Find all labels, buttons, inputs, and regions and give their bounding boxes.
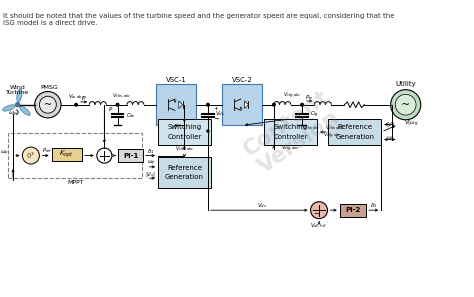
Text: $V_{cfw,abc}$: $V_{cfw,abc}$ — [325, 124, 343, 132]
Circle shape — [395, 94, 416, 115]
Text: $\delta_2$: $\delta_2$ — [370, 201, 377, 210]
Circle shape — [301, 103, 303, 106]
Text: Reference: Reference — [337, 124, 373, 130]
Text: Turbine: Turbine — [6, 90, 29, 95]
Polygon shape — [245, 101, 248, 108]
Text: $V_{cfw,abc}$: $V_{cfw,abc}$ — [302, 124, 321, 132]
Text: −: − — [313, 211, 319, 217]
Text: +: + — [214, 106, 219, 111]
Text: Switching: Switching — [167, 124, 201, 130]
Bar — [158, 157, 211, 188]
Text: $\omega_p$: $\omega_p$ — [147, 159, 156, 168]
Bar — [118, 149, 143, 162]
Circle shape — [273, 103, 275, 106]
Text: ~: ~ — [401, 100, 410, 110]
Bar — [340, 203, 366, 217]
Text: VSC-1: VSC-1 — [165, 77, 186, 83]
Text: $V_{cfg,abc}$: $V_{cfg,abc}$ — [283, 91, 302, 101]
Text: It should be noted that the values of the turbine speed and the generator speed : It should be noted that the values of th… — [3, 13, 394, 19]
Bar — [156, 84, 196, 125]
Text: $\omega_p$: $\omega_p$ — [8, 110, 18, 119]
Text: $|V_s|$: $|V_s|$ — [145, 170, 156, 179]
Text: $V(\omega_g$: $V(\omega_g$ — [404, 119, 419, 129]
Circle shape — [75, 103, 78, 106]
Text: Utility: Utility — [395, 81, 416, 87]
Text: $V_{cfw,abc}$: $V_{cfw,abc}$ — [174, 145, 194, 153]
Bar — [52, 148, 82, 161]
Text: Wind: Wind — [10, 85, 26, 90]
Text: $V_{cfg,abc}$: $V_{cfg,abc}$ — [282, 144, 300, 154]
Text: $C_{fw}$: $C_{fw}$ — [126, 110, 136, 119]
Text: Switching: Switching — [274, 124, 308, 130]
Text: $P$: $P$ — [81, 94, 86, 102]
Text: $()^3$: $()^3$ — [26, 150, 36, 161]
Text: $V_{cfg,abc}$: $V_{cfg,abc}$ — [323, 131, 341, 141]
Circle shape — [39, 96, 56, 113]
Polygon shape — [179, 101, 182, 108]
Bar — [328, 119, 381, 145]
Circle shape — [207, 130, 209, 132]
Circle shape — [310, 202, 328, 219]
Circle shape — [207, 103, 210, 106]
Text: PI-2: PI-2 — [346, 207, 361, 213]
Text: MPPT: MPPT — [67, 180, 83, 185]
Text: Content
Version: Content Version — [239, 87, 346, 179]
Text: $V_{cfw,abc}$: $V_{cfw,abc}$ — [111, 92, 131, 100]
Bar — [222, 84, 262, 125]
Text: $C_{fg}$: $C_{fg}$ — [310, 110, 319, 120]
Bar — [158, 119, 211, 145]
Circle shape — [15, 102, 20, 107]
Bar — [264, 119, 317, 145]
Circle shape — [116, 103, 119, 106]
Ellipse shape — [17, 89, 22, 102]
Text: PMSG: PMSG — [41, 85, 59, 90]
Text: Generation: Generation — [165, 174, 204, 180]
Circle shape — [22, 147, 39, 164]
Text: Generation: Generation — [335, 134, 374, 140]
Circle shape — [391, 90, 421, 120]
FancyBboxPatch shape — [9, 133, 142, 178]
Text: $V_{dc}$: $V_{dc}$ — [216, 109, 226, 118]
Text: $P_{ref}$: $P_{ref}$ — [42, 146, 52, 155]
Circle shape — [35, 91, 61, 118]
Text: $\omega_p$: $\omega_p$ — [0, 149, 9, 158]
Text: Controller: Controller — [273, 134, 308, 140]
Circle shape — [97, 148, 112, 163]
Text: $P_w$: $P_w$ — [305, 93, 314, 102]
Text: $V_{dc}$: $V_{dc}$ — [257, 201, 268, 210]
Text: $\delta_1$: $\delta_1$ — [147, 147, 154, 156]
Text: −: − — [214, 116, 219, 122]
Text: $V_{dc,ref}$: $V_{dc,ref}$ — [310, 222, 328, 230]
Text: PI-1: PI-1 — [123, 153, 138, 159]
Ellipse shape — [19, 106, 30, 115]
Text: $P$: $P$ — [108, 105, 113, 113]
Text: $\omega_g$: $\omega_g$ — [386, 135, 395, 144]
Text: $V_{w,abc}$: $V_{w,abc}$ — [68, 93, 85, 101]
Text: ~: ~ — [44, 100, 52, 110]
Ellipse shape — [3, 105, 15, 111]
Text: $|V|$: $|V|$ — [386, 120, 395, 129]
Text: VSC-2: VSC-2 — [231, 77, 252, 83]
Text: ISG model is a direct drive.: ISG model is a direct drive. — [3, 20, 97, 26]
Text: Controller: Controller — [167, 134, 201, 140]
Text: $K_{opt}$: $K_{opt}$ — [59, 149, 74, 160]
Text: Reference: Reference — [167, 165, 202, 171]
